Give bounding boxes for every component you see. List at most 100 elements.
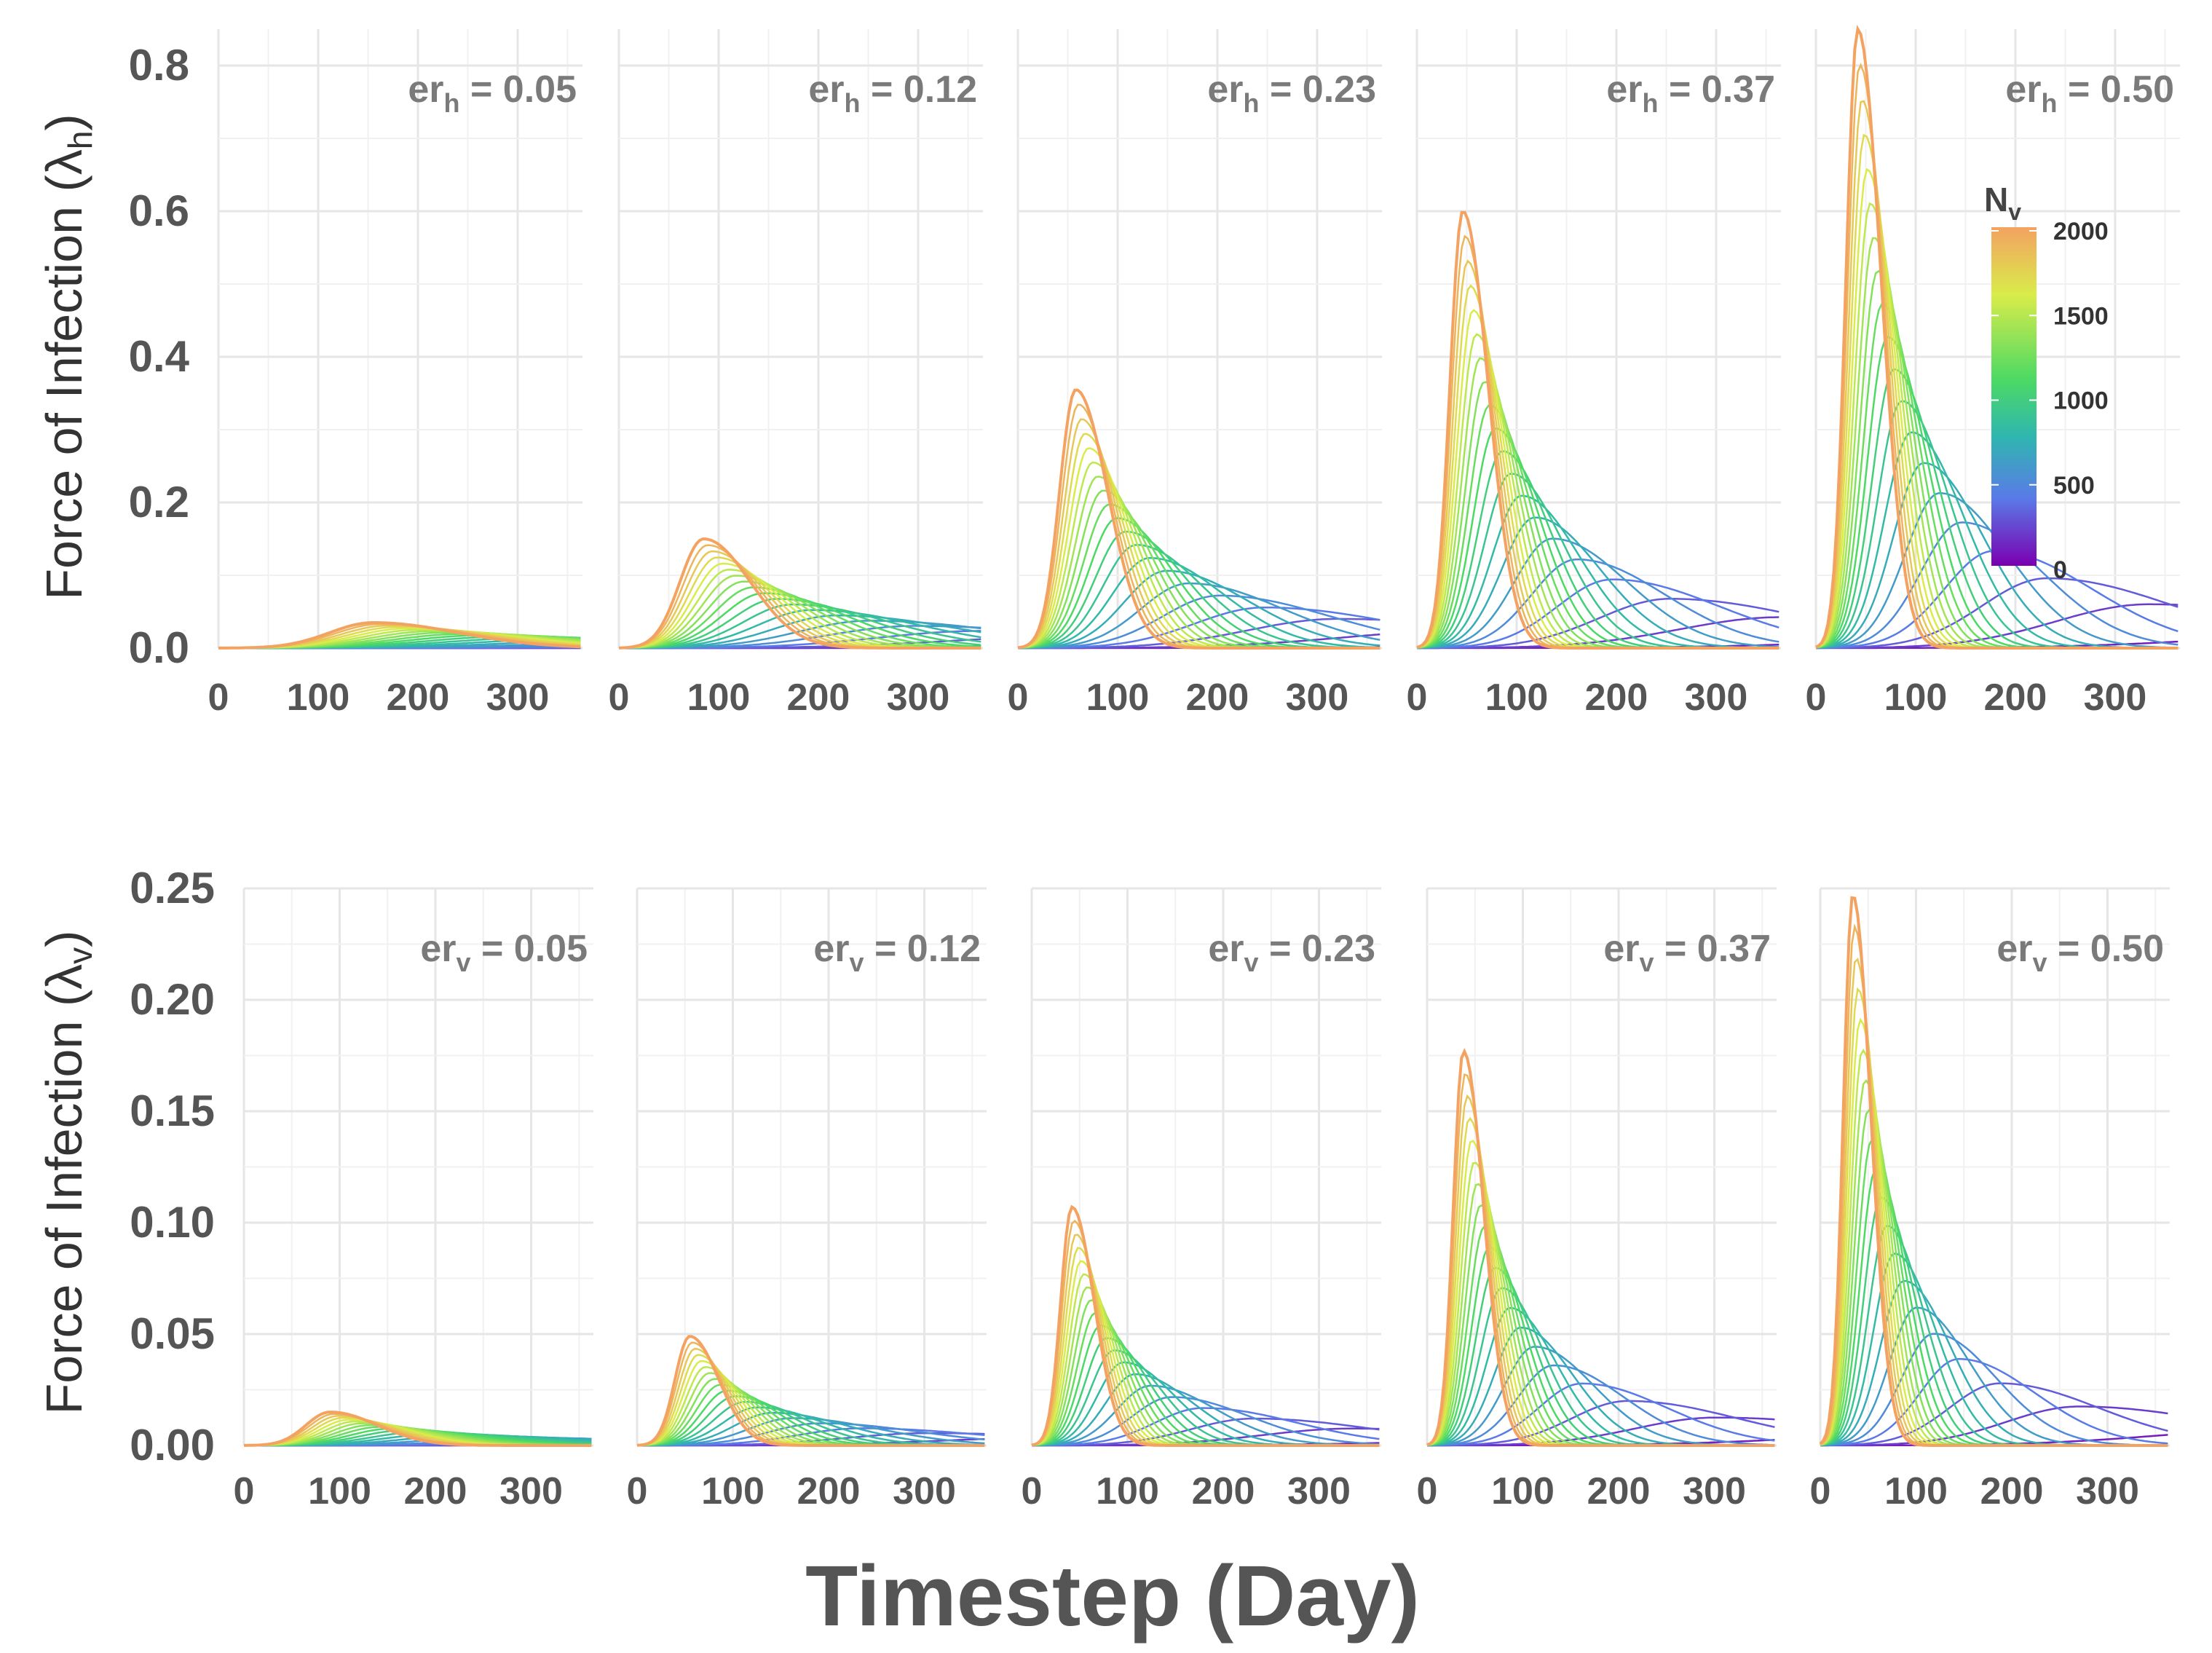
y-tick-label: 0.6 <box>129 186 189 235</box>
series-line <box>1031 1204 1380 1447</box>
x-tick-label: 0 <box>609 676 630 719</box>
y-tick-label: 0.8 <box>129 41 189 90</box>
series-line <box>1820 1382 2168 1447</box>
series-line <box>1416 516 1780 650</box>
panel-top-4: erh = 0.37 0 100 200 300 <box>1407 29 1781 719</box>
y-tick-label: 0.25 <box>130 864 215 912</box>
panel-top-1: erh = 0.05 0 100 200 300 <box>208 29 582 719</box>
y-tick-label: 0.15 <box>130 1086 215 1135</box>
panel-label: erh = 0.12 <box>808 68 977 118</box>
series-line <box>637 1422 985 1447</box>
series-line <box>636 1335 985 1447</box>
legend-tick-label: 0 <box>2053 556 2067 584</box>
series-line <box>1017 556 1380 650</box>
series-curves <box>1815 25 2179 650</box>
series-curves <box>1416 210 1780 650</box>
x-tick-label: 100 <box>287 676 350 719</box>
series-line <box>1018 594 1380 650</box>
y-tick-label: 0.05 <box>130 1309 215 1358</box>
series-line <box>1820 1358 2168 1447</box>
series-line <box>1031 1247 1380 1447</box>
x-tick-label: 0 <box>1417 1470 1438 1512</box>
panel-bottom-1: erv = 0.05 0 100 200 300 <box>234 887 593 1512</box>
x-tick-label: 300 <box>893 1470 956 1512</box>
series-line <box>1820 1168 2168 1447</box>
x-tick-label: 300 <box>1286 676 1349 719</box>
x-tick-label: 200 <box>1980 1470 2044 1512</box>
panel-label: erv = 0.37 <box>1603 928 1771 977</box>
series-line <box>619 580 981 650</box>
x-tick-label: 300 <box>2076 1470 2139 1512</box>
x-tick-label: 100 <box>1086 676 1150 719</box>
series-line <box>1816 577 2179 650</box>
series-curves <box>243 1411 592 1447</box>
gridlines <box>1819 887 2170 1447</box>
series-line <box>619 609 981 650</box>
legend-tick-label: 500 <box>2053 472 2095 500</box>
series-line <box>1032 1407 1380 1447</box>
legend-tick-label: 1000 <box>2053 387 2109 415</box>
series-curves <box>618 537 981 650</box>
series-curves <box>1819 896 2168 1447</box>
panel-label: erh = 0.50 <box>2005 68 2174 118</box>
x-tick-label: 200 <box>1186 676 1249 719</box>
panel-bottom-2: erv = 0.12 0 100 200 300 <box>627 887 987 1512</box>
panel-label: erv = 0.23 <box>1208 928 1375 977</box>
y-tick-label: 0.20 <box>130 975 215 1024</box>
panel-label: erv = 0.50 <box>1996 928 2164 977</box>
gridlines <box>1415 29 1781 650</box>
panel-label: erv = 0.05 <box>420 928 588 977</box>
series-line <box>1032 1396 1380 1447</box>
x-tick-label: 300 <box>1287 1470 1351 1512</box>
top-y-axis-label: Force of Infection (λh) <box>36 114 99 600</box>
y-tick-label: 0.4 <box>129 332 190 381</box>
series-line <box>1017 388 1380 650</box>
gridlines <box>1030 887 1381 1447</box>
gridlines <box>636 887 987 1447</box>
legend-title: Nv <box>1984 181 2021 225</box>
series-line <box>1816 603 2179 650</box>
series-line <box>1017 433 1380 650</box>
x-tick-label: 100 <box>1485 676 1549 719</box>
x-tick-label: 200 <box>1585 676 1648 719</box>
series-line <box>1416 494 1780 650</box>
x-tick-label: 100 <box>1884 1470 1948 1512</box>
panel-label: erh = 0.37 <box>1606 68 1775 118</box>
nv-color-legend: Nv 2000 1500 1000 500 0 <box>1984 181 2109 584</box>
series-line <box>1017 530 1380 650</box>
series-line <box>1426 1346 1775 1447</box>
series-line <box>1815 25 2179 650</box>
panel-top-2: erh = 0.12 0 100 200 300 <box>609 29 983 719</box>
series-line <box>1820 1405 2168 1447</box>
series-line <box>244 1411 592 1447</box>
y-tick-label: 0.0 <box>129 623 189 672</box>
x-tick-label: 100 <box>308 1470 371 1512</box>
x-tick-label: 200 <box>387 676 450 719</box>
series-line <box>1417 598 1780 650</box>
series-line <box>218 621 581 650</box>
panel-label: erh = 0.23 <box>1207 68 1376 118</box>
x-tick-label: 300 <box>1685 676 1748 719</box>
x-axis-label: Timestep (Day) <box>805 1548 1420 1644</box>
x-tick-label: 0 <box>1806 676 1827 719</box>
x-tick-label: 100 <box>1096 1470 1159 1512</box>
x-tick-label: 100 <box>1491 1470 1555 1512</box>
series-line <box>1017 544 1380 650</box>
panel-bottom-4: erv = 0.37 0 100 200 300 <box>1417 887 1777 1512</box>
panel-bottom-5: erv = 0.50 0 100 200 300 <box>1810 887 2170 1512</box>
series-line <box>1416 309 1780 650</box>
series-line <box>1819 896 2168 1447</box>
series-line <box>1427 1400 1775 1447</box>
series-line <box>1427 1364 1775 1447</box>
x-tick-label: 0 <box>1407 676 1428 719</box>
series-line <box>1416 558 1780 650</box>
series-line <box>1426 1140 1775 1447</box>
plot-area: erh = 0.05 0 100 200 300 erh = 0.12 0 100 200 300… <box>129 25 2180 1512</box>
y-tick-label: 0.00 <box>130 1421 215 1469</box>
gridlines <box>617 29 983 650</box>
series-curves <box>1031 1204 1380 1447</box>
series-line <box>1032 1417 1380 1447</box>
series-line <box>1426 1287 1775 1447</box>
series-line <box>1426 1048 1775 1447</box>
